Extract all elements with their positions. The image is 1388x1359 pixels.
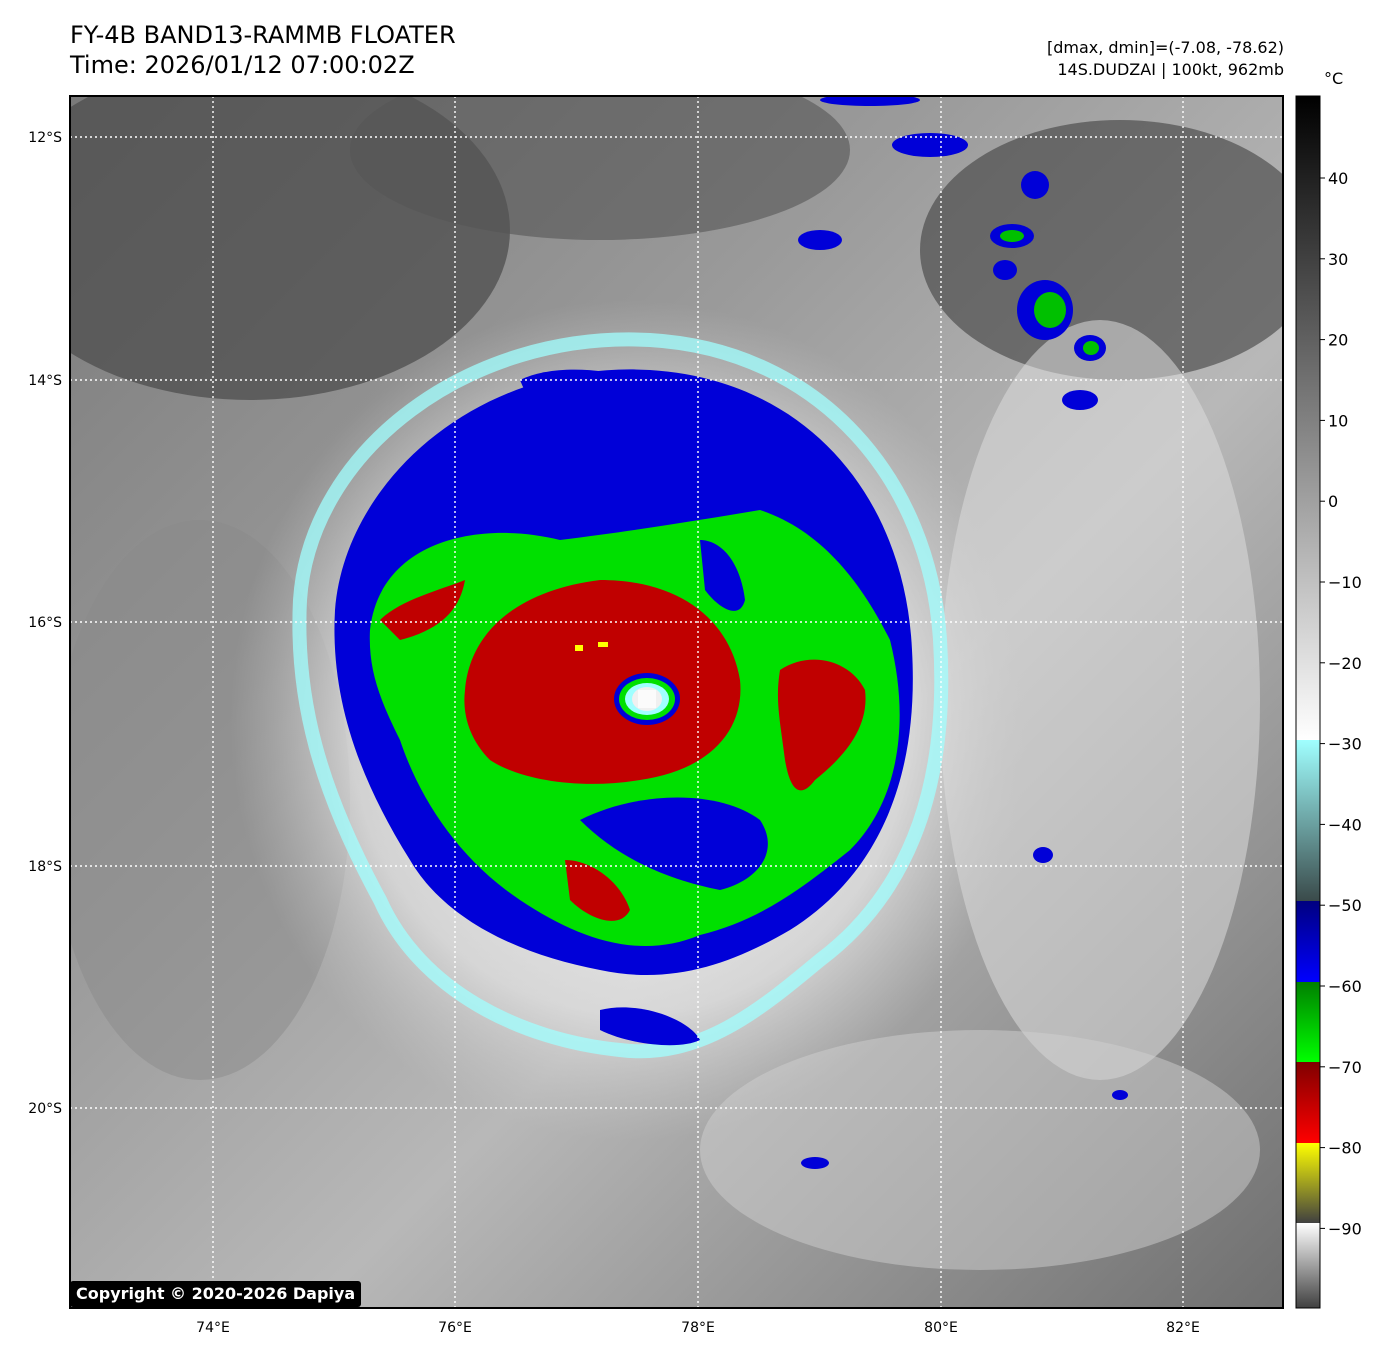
lat-label-12s: 12°S	[28, 130, 62, 146]
colorbar-tick-label: −70	[1328, 1058, 1362, 1077]
dmax-dmin-readout: [dmax, dmin]=(-7.08, -78.62)	[1046, 38, 1284, 57]
copyright-label: Copyright © 2020-2026 Dapiya	[70, 1281, 362, 1307]
colorbar-unit: °C	[1324, 69, 1343, 88]
colorbar-tick-label: −40	[1328, 815, 1362, 834]
map-gridlines	[70, 96, 1283, 1308]
storm-info: 14S.DUDZAI | 100kt, 962mb	[1057, 60, 1284, 79]
colorbar-tick-label: −60	[1328, 977, 1362, 996]
colorbar-tick-label: −30	[1328, 735, 1362, 754]
colorbar-tick-label: 0	[1328, 492, 1338, 511]
lat-label-16s: 16°S	[28, 615, 62, 631]
satellite-imagery	[70, 96, 1283, 1308]
lon-label-74e: 74°E	[196, 1320, 230, 1336]
lat-label-18s: 18°S	[28, 859, 62, 875]
lon-label-80e: 80°E	[924, 1320, 958, 1336]
map-frame	[69, 95, 1284, 1309]
colorbar-tick-label: 20	[1328, 331, 1348, 350]
eye-center	[638, 690, 656, 708]
colorbar-tick-label: −90	[1328, 1219, 1362, 1238]
colorbar: °C	[1295, 69, 1343, 1309]
chart-title: FY-4B BAND13-RAMMB FLOATER	[70, 21, 456, 49]
colorbar-tick-label: −80	[1328, 1139, 1362, 1158]
lon-label-82e: 82°E	[1166, 1320, 1200, 1336]
time-stamp: Time: 2026/01/12 07:00:02Z	[70, 51, 415, 79]
lat-label-20s: 20°S	[28, 1101, 62, 1117]
colorbar-tick-label: −10	[1328, 573, 1362, 592]
lon-label-76e: 76°E	[438, 1320, 472, 1336]
lat-label-14s: 14°S	[28, 373, 62, 389]
colorbar-tick-label: −50	[1328, 896, 1362, 915]
colorbar-tick-label: 10	[1328, 411, 1348, 430]
colorbar-tick-label: 40	[1328, 169, 1348, 188]
colorbar-tick-label: −20	[1328, 654, 1362, 673]
colorbar-ticks: 40 30 20 10 0 −10 −20 −30 −40 −50 −60 −70 −80 −90	[1320, 169, 1362, 1238]
colorbar-tick-label: 30	[1328, 250, 1348, 269]
lon-label-78e: 78°E	[681, 1320, 715, 1336]
